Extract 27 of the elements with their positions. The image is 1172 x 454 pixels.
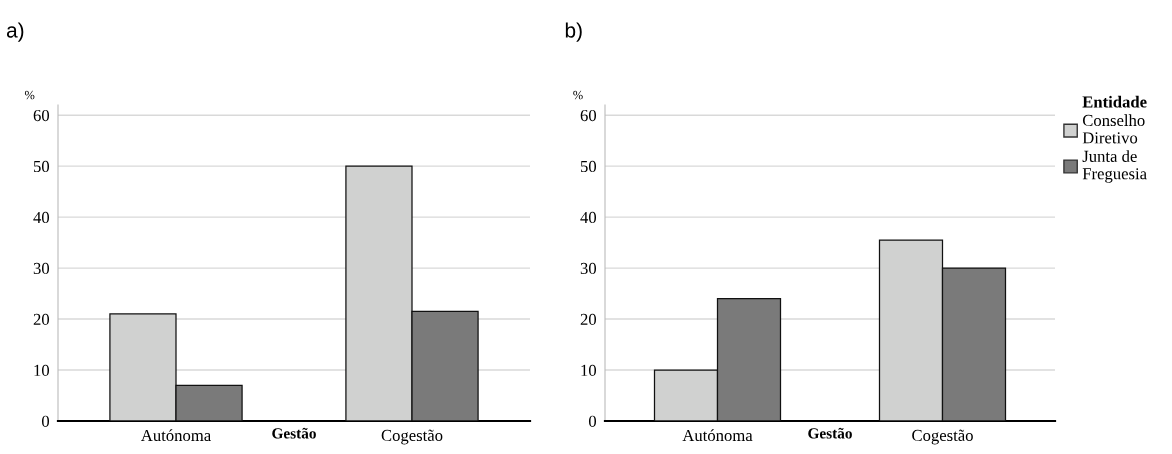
x-axis-title: Gestão xyxy=(808,427,852,439)
y-tick-label: 30 xyxy=(580,262,597,275)
y-tick-label: 0 xyxy=(41,415,50,427)
y-tick-label: 50 xyxy=(33,160,50,173)
x-axis-title: Gestão xyxy=(272,427,316,439)
legend-title: Entidade xyxy=(1082,95,1147,108)
y-tick-label: 60 xyxy=(580,109,597,122)
y-tick-label: 30 xyxy=(33,262,50,275)
legend-label: Conselho Diretivo xyxy=(1082,114,1145,144)
y-tick-label: 50 xyxy=(580,160,597,173)
chart-title: a) xyxy=(6,22,24,42)
y-tick-label: 20 xyxy=(33,313,50,326)
y-axis-title: % xyxy=(24,90,35,100)
y-tick-label: 10 xyxy=(581,364,597,376)
x-tick-label: Cogestão xyxy=(381,429,443,445)
legend-label: Junta de Freguesia xyxy=(1082,150,1147,183)
y-tick-label: 40 xyxy=(33,211,50,224)
x-tick-label: Autónoma xyxy=(140,429,211,442)
chart-title: b) xyxy=(565,22,582,42)
y-tick-label: 10 xyxy=(34,364,50,376)
y-tick-label: 0 xyxy=(588,415,597,427)
y-tick-label: 20 xyxy=(580,313,597,326)
y-axis-title: % xyxy=(573,90,583,100)
x-tick-label: Cogestão xyxy=(912,429,973,445)
x-tick-label: Autónoma xyxy=(682,429,753,442)
y-tick-label: 40 xyxy=(580,211,597,224)
y-tick-label: 60 xyxy=(33,109,50,122)
